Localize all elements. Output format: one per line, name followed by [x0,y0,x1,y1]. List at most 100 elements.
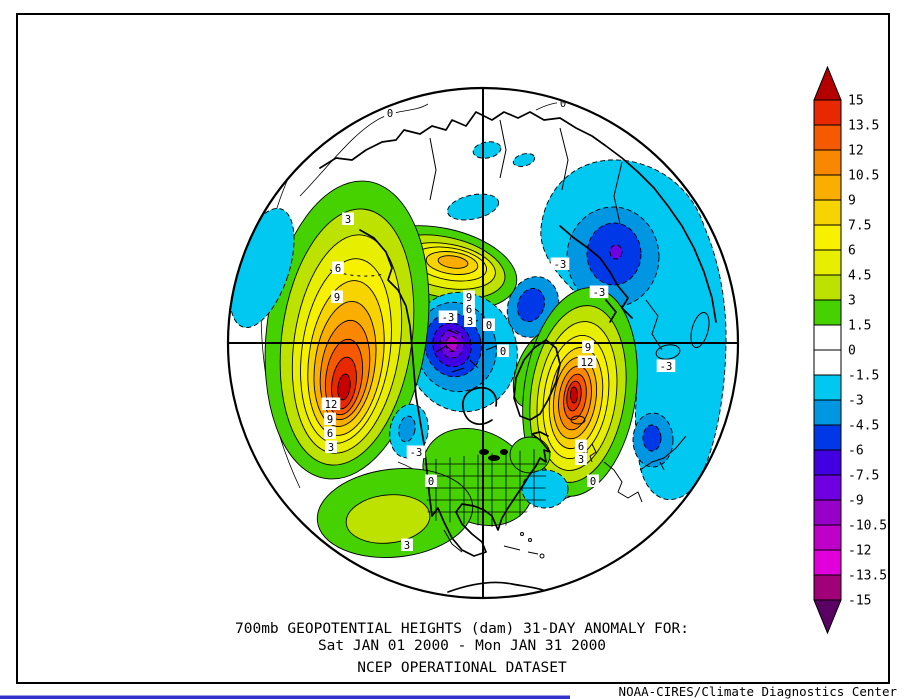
plot-frame [16,13,890,684]
contour-label: 3 [467,316,473,328]
contour-label: 6 [466,304,472,316]
colorbar-band [813,299,842,326]
colorbar-tick-label: 1.5 [848,319,871,334]
contour-label-chip [557,96,569,109]
colorbar-tick-label: -10.5 [848,519,887,534]
colorbar-band [813,524,842,551]
contour-label: 0 [428,476,434,488]
contour-label: -3 [410,447,423,459]
contour-label-chip [463,290,475,303]
colorbar-top-arrow [813,65,842,101]
colorbar-tick-label: 10.5 [848,169,879,184]
colorbar-tick-labels: 15 13.5 12 10.5 9 7.5 6 4.5 3 1.5 0 -1.5 -3 -4.5 -6 -7.… [848,94,887,609]
colorbar-tick-label: -12 [848,544,871,559]
colorbar-tick-label: 13.5 [848,119,879,134]
contour-label-chip [464,314,476,327]
colorbar-bands [813,99,842,601]
contour-label: -3 [660,361,673,373]
contour-label-chip [587,474,599,487]
contour-label-chip [384,106,396,119]
colorbar-band [813,349,842,376]
colorbar-band [813,574,842,601]
colorbar-band [813,324,842,351]
contour-label: 0 [387,108,393,120]
colorbar-tick-label: 4.5 [848,269,871,284]
us-positive-areas [316,427,551,558]
contour-label: 6 [327,428,333,440]
contour-label-chip [321,397,341,410]
hemisphere-outline [226,86,740,600]
colorbar-band [813,224,842,251]
colorbar-band [813,249,842,276]
colorbar-tick-label: -1.5 [848,369,879,384]
colorbar-tick-label: 12 [848,144,864,159]
colorbar-band [813,449,842,476]
colorbar-tick-label: 6 [848,244,856,259]
colorbar-tick-label: -15 [848,594,871,609]
contour-label: 6 [335,263,341,275]
contour-label: 0 [560,98,566,110]
contour-label: 9 [334,292,340,304]
colorbar: 15 13.5 12 10.5 9 7.5 6 4.5 3 1.5 0 -1.5 -3 -4.5 -6 -7.… [813,65,887,635]
colorbar-band [813,99,842,126]
colorbar-band [813,174,842,201]
contour-label: 0 [590,476,596,488]
contour-label: 12 [325,399,338,411]
colorbar-band [813,399,842,426]
contour-label: 3 [404,540,410,552]
colorbar-band [813,149,842,176]
colorbar-band [813,124,842,151]
contour-label-chip [438,310,458,323]
contour-label: 9 [327,414,333,426]
colorbar-tick-label: -3 [848,394,864,409]
great-lakes [479,449,508,461]
crosshair-gridlines [228,88,738,598]
colorbar-band [813,549,842,576]
colorbar-band [813,374,842,401]
contour-label-chip [656,359,676,372]
contour-label: -3 [442,312,455,324]
polar-negative-anomaly [406,291,518,413]
contour-label: 0 [486,320,492,332]
colorbar-tick-label: -7.5 [848,469,879,484]
figure-date-range: Sat JAN 01 2000 - Mon JAN 31 2000 [318,638,606,654]
contour-label: 3 [578,454,584,466]
contour-label-chip [324,412,336,425]
colorbar-band [813,474,842,501]
contour-label-chip [331,290,343,303]
contour-label: 9 [466,292,472,304]
colorbar-tick-label: 15 [848,94,864,109]
bottom-blue-strip [0,695,570,699]
colorbar-band [813,274,842,301]
contour-label-chip [406,445,426,458]
contour-label-chip [575,452,587,465]
colorbar-band [813,424,842,451]
colorbar-tick-label: 9 [848,194,856,209]
contour-label-chip [425,474,437,487]
contour-label-chip [497,344,509,357]
contour-label: -3 [554,259,567,271]
colorbar-tick-label: -9 [848,494,864,509]
contour-label: 9 [585,342,591,354]
contour-label-chip [332,261,344,274]
figure-title: 700mb GEOPOTENTIAL HEIGHTS (dam) 31-DAY … [235,621,689,637]
contour-label-chip [589,285,609,298]
contour-label: 12 [581,357,594,369]
contour-label-chip [483,318,495,331]
contour-label: 3 [328,442,334,454]
contour-label: -3 [593,287,606,299]
us-state-borders [424,448,546,528]
colorbar-band [813,499,842,526]
contour-label-chip [582,340,594,353]
contour-label-chip [401,538,413,551]
contour-label: 6 [578,441,584,453]
colorbar-tick-label: -4.5 [848,419,879,434]
contour-label: 3 [345,214,351,226]
contour-label-chip [577,355,597,368]
colorbar-bottom-arrow [813,599,842,635]
atlantic-positive-anomaly [512,287,638,497]
contour-label-chip [342,212,354,225]
